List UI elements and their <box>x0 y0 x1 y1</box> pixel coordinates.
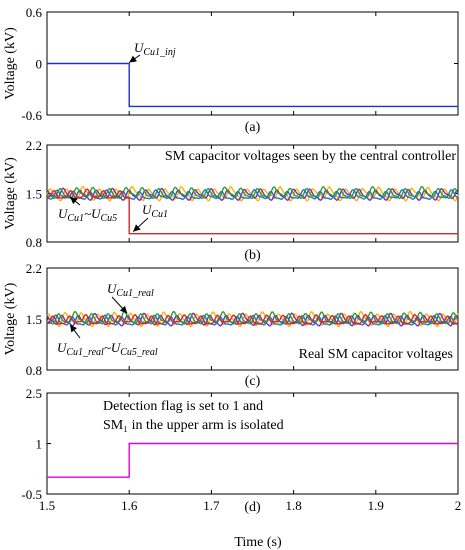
panel-label: (c) <box>245 374 261 389</box>
y-tick-label: 0.6 <box>26 5 43 20</box>
annotation-arrow-head <box>133 224 141 232</box>
y-axis-label: Voltage (kV) <box>3 27 18 100</box>
x-axis-label: Time (s) <box>234 535 282 550</box>
x-tick-label: 1.8 <box>285 498 301 513</box>
panel-3: 2.2 1.5 0.8 Voltage (kV) (c) Real SM capacito… <box>3 261 459 389</box>
series-line-1 <box>47 62 458 108</box>
annotation-ucu1-real-ucu5-real: UCu1_real~UCu5_real <box>57 340 158 358</box>
series-line-5 <box>46 188 458 235</box>
annotation-ucu1-real: UCu1_real <box>107 281 154 299</box>
y-axis-label: Voltage (kV) <box>3 282 18 355</box>
annotation-ucu1-ucu5: UCu1~UCu5 <box>58 206 117 224</box>
y-tick-label: 1 <box>36 437 43 452</box>
series-line-3 <box>46 185 459 200</box>
x-tick-label: 2 <box>455 498 462 513</box>
panel-title: SM capacitor voltages seen by the centra… <box>165 149 457 164</box>
y-tick-label: 2.2 <box>26 261 42 276</box>
panel-4: 2.5 1 -0.51.5 1.6 1.7 1.8 1.9 2 (d) Detection fla… <box>21 386 461 515</box>
x-tick-label: 1.5 <box>39 498 55 513</box>
y-tick-label: 0.8 <box>26 363 42 378</box>
annotation-arrow-head <box>129 55 137 63</box>
x-tick-label: 1.9 <box>368 498 384 513</box>
series-line-2 <box>46 187 459 202</box>
panel-label: (d) <box>244 500 261 515</box>
annotation-arrow-head <box>70 324 77 333</box>
series-line-5 <box>46 313 459 325</box>
annotation-ucu1: UCu1 <box>142 202 168 220</box>
x-tick-label: 1.7 <box>203 498 220 513</box>
annotation-ucu1-inj: UCu1_inj <box>134 40 176 58</box>
panel-label: (b) <box>244 248 261 263</box>
panel-label: (a) <box>245 120 261 135</box>
y-tick-label: -0.6 <box>21 108 42 123</box>
series-line-4 <box>46 314 459 326</box>
y-tick-label: 2.2 <box>26 138 42 153</box>
y-tick-label: 0.8 <box>26 235 42 250</box>
y-tick-label: 0 <box>36 57 43 72</box>
annotation-arrow-head <box>70 196 78 205</box>
y-tick-label: 2.5 <box>26 386 42 401</box>
annotation-arrow-head <box>119 305 128 314</box>
y-tick-label: 1.5 <box>26 187 42 202</box>
annotation-detection-flag: Detection flag is set to 1 and <box>103 399 263 414</box>
annotation-detection-flag: SM₁ in the upper arm is isolated <box>103 418 284 433</box>
y-axis-label: Voltage (kV) <box>3 157 18 230</box>
x-tick-label: 1.6 <box>121 498 138 513</box>
y-tick-label: -0.5 <box>21 487 42 502</box>
panel-2: 2.2 1.5 0.8 Voltage (kV) (b) SM capacitor vol… <box>3 138 459 263</box>
series-line-1 <box>47 442 458 478</box>
series-line-1 <box>46 185 459 202</box>
panel-title: Real SM capacitor voltages <box>299 347 453 362</box>
y-tick-label: 1.5 <box>26 312 42 327</box>
